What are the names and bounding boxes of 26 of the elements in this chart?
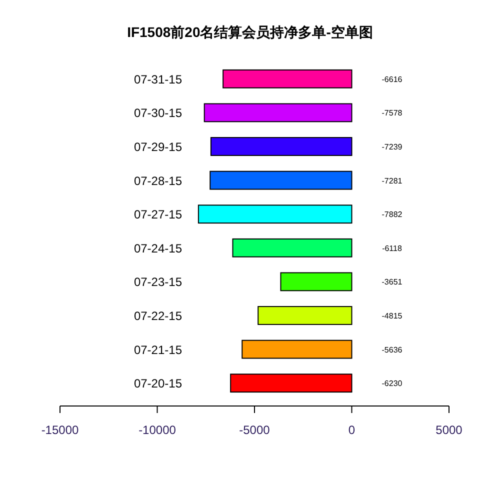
x-tick-label: 0 [348, 423, 356, 437]
y-tick-label: 07-28-15 [134, 174, 182, 188]
y-tick-label: 07-21-15 [134, 342, 182, 357]
x-tick-label: 5000 [436, 423, 463, 437]
data-label: -7578 [382, 108, 403, 118]
data-label: -5636 [382, 345, 403, 354]
data-label: -7239 [382, 142, 403, 152]
y-tick-label: 07-29-15 [134, 140, 182, 154]
x-tick-label: -15000 [41, 423, 80, 437]
chart-title: IF1508前20名结算会员持净多单-空单图 [127, 24, 373, 40]
x-tick-label: -5000 [239, 423, 270, 437]
y-tick-label: 07-23-15 [134, 275, 182, 290]
x-tick-label: -10000 [138, 423, 176, 437]
y-tick-label: 07-31-15 [134, 72, 182, 86]
y-tick-label: 07-24-15 [134, 241, 182, 256]
data-label: -7281 [382, 176, 403, 186]
data-label: -6616 [382, 74, 403, 84]
y-tick-label: 07-22-15 [134, 309, 182, 323]
data-label: -6118 [382, 244, 402, 253]
y-tick-label: 07-30-15 [134, 106, 182, 120]
y-tick-label: 07-27-15 [134, 208, 182, 222]
data-label: -6230 [382, 379, 403, 388]
data-label: -3651 [382, 278, 403, 287]
data-label: -4815 [382, 312, 403, 320]
y-tick-label: 07-20-15 [134, 376, 182, 391]
data-label: -7882 [382, 210, 403, 220]
